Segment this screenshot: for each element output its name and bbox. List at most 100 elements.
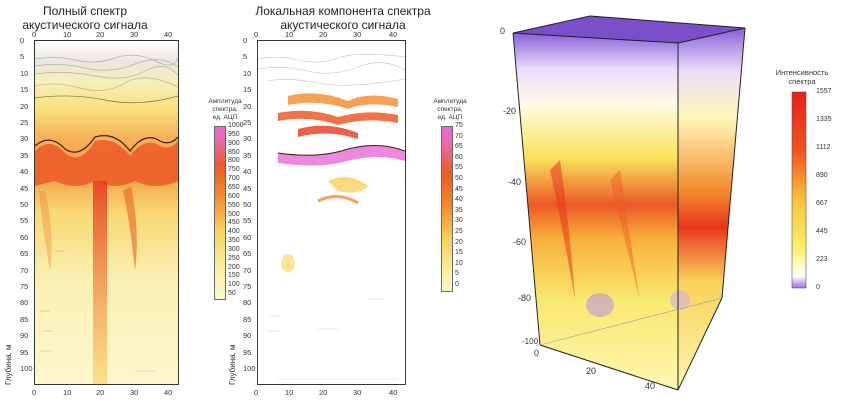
y-tick: 65 bbox=[243, 249, 252, 259]
panel1-heatmap bbox=[34, 40, 179, 385]
z-tick: -40 bbox=[508, 177, 522, 187]
y-tick: 0 bbox=[243, 36, 248, 45]
x-tick: 10 bbox=[63, 30, 72, 39]
panel1-legend-colorbar bbox=[214, 126, 226, 300]
x-tick: 20 bbox=[319, 30, 328, 39]
y-tick: 80 bbox=[20, 298, 29, 308]
panel3-legend-colorbar bbox=[791, 91, 807, 289]
y-tick: 5 bbox=[243, 52, 248, 62]
legend-tick: 667 bbox=[816, 200, 828, 207]
y-tick: 30 bbox=[243, 134, 252, 144]
legend-tick: 1557 bbox=[816, 88, 832, 95]
panel1-heatmap-svg bbox=[35, 41, 178, 384]
y-tick: 85 bbox=[20, 314, 29, 324]
x-tick: 0 bbox=[32, 388, 37, 397]
legend-tick: 35 bbox=[455, 206, 463, 214]
legend-tick: 850 bbox=[228, 148, 240, 156]
x-tick: 0 bbox=[32, 30, 37, 39]
legend-tick: 750 bbox=[228, 166, 240, 174]
x-tick: 40 bbox=[645, 381, 656, 391]
legend-tick: 250 bbox=[228, 254, 240, 262]
legend-tick: 75 bbox=[455, 122, 463, 129]
legend-title-line: спектра, bbox=[437, 106, 463, 113]
panel1-legend-title: Амплитуда спектра, ед. АЦП bbox=[200, 98, 250, 122]
legend-tick: 55 bbox=[455, 164, 463, 172]
panel2-legend-title: Амплитуда спектра, ед. АЦП bbox=[425, 98, 475, 122]
y-tick: 20 bbox=[243, 101, 252, 111]
legend-tick: 450 bbox=[228, 219, 240, 227]
legend-tick: 700 bbox=[228, 175, 240, 183]
y-tick: 70 bbox=[243, 265, 252, 275]
panel1-noise-band bbox=[35, 54, 178, 104]
y-tick: 50 bbox=[20, 200, 29, 209]
y-tick: 35 bbox=[20, 150, 29, 160]
legend-tick: 223 bbox=[816, 256, 828, 263]
y-tick: 0 bbox=[20, 36, 25, 45]
x-tick: 40 bbox=[389, 388, 398, 397]
panel2-title: Локальная компонента спектра акустическо… bbox=[243, 4, 443, 32]
legend-tick: 600 bbox=[228, 192, 240, 200]
x-tick: 30 bbox=[353, 388, 362, 397]
y-tick: 10 bbox=[243, 68, 252, 78]
legend-tick: 25 bbox=[455, 228, 463, 235]
z-tick: -20 bbox=[503, 106, 517, 116]
x-tick: 20 bbox=[96, 30, 105, 39]
x-tick: 40 bbox=[389, 30, 398, 39]
legend-tick: 890 bbox=[816, 172, 828, 179]
y-tick: 10 bbox=[20, 68, 29, 78]
y-tick: 70 bbox=[20, 265, 29, 275]
y-tick: 80 bbox=[243, 298, 252, 308]
legend-tick: 50 bbox=[455, 175, 463, 182]
z-tick: 0 bbox=[500, 26, 506, 36]
legend-title-line: Амплитуда bbox=[208, 98, 242, 105]
y-tick: 100 bbox=[20, 364, 33, 373]
panel1-title-line2: акустического сигнала bbox=[22, 18, 148, 32]
legend-title-line: Интенсивность bbox=[775, 68, 829, 77]
legend-tick: 65 bbox=[455, 143, 463, 151]
z-tick: -80 bbox=[518, 293, 532, 303]
volume-box-edges bbox=[512, 15, 746, 391]
y-tick: 75 bbox=[243, 282, 252, 291]
y-tick: 40 bbox=[243, 167, 252, 177]
legend-tick: 950 bbox=[228, 130, 240, 138]
legend-tick: 900 bbox=[228, 139, 240, 147]
z-tick: -100 bbox=[522, 337, 539, 346]
legend-tick: 0 bbox=[816, 284, 820, 291]
y-tick: 55 bbox=[243, 216, 252, 226]
legend-tick: 15 bbox=[455, 249, 463, 257]
legend-tick: 0 bbox=[455, 281, 459, 288]
panel2-title-line2: акустического сигнала bbox=[280, 18, 406, 32]
legend-title-line: спектра bbox=[788, 77, 816, 86]
y-tick: 20 bbox=[20, 101, 29, 111]
y-tick: 65 bbox=[20, 249, 29, 259]
legend-tick: 350 bbox=[228, 237, 240, 245]
y-tick: 60 bbox=[243, 232, 252, 242]
y-tick: 95 bbox=[20, 347, 29, 357]
legend-tick: 150 bbox=[228, 272, 240, 280]
legend-tick: 500 bbox=[228, 210, 240, 218]
x-tick: 10 bbox=[285, 388, 294, 397]
legend-tick: 60 bbox=[455, 153, 463, 161]
legend-tick: 1112 bbox=[816, 144, 831, 151]
legend-tick: 200 bbox=[228, 263, 240, 271]
x-tick: 30 bbox=[130, 30, 139, 39]
panel2-heatmap bbox=[257, 40, 406, 385]
x-tick: 10 bbox=[285, 30, 294, 39]
volume-side-face bbox=[678, 28, 745, 390]
y-tick: 90 bbox=[20, 331, 29, 341]
legend-title-line: ед. АЦП bbox=[212, 114, 238, 121]
y-tick: 45 bbox=[243, 183, 252, 193]
legend-tick: 550 bbox=[228, 201, 240, 209]
y-tick: 100 bbox=[243, 364, 256, 373]
y-tick: 5 bbox=[20, 52, 25, 62]
y-tick: 25 bbox=[20, 118, 29, 127]
legend-tick: 100 bbox=[228, 281, 240, 289]
legend-tick: 45 bbox=[455, 185, 463, 193]
legend-tick: 20 bbox=[455, 238, 463, 246]
legend-tick: 30 bbox=[455, 217, 463, 225]
legend-tick: 50 bbox=[228, 290, 236, 298]
y-tick: 60 bbox=[20, 232, 29, 242]
legend-tick: 400 bbox=[228, 228, 240, 236]
panel2-heatmap-svg bbox=[258, 53, 405, 380]
